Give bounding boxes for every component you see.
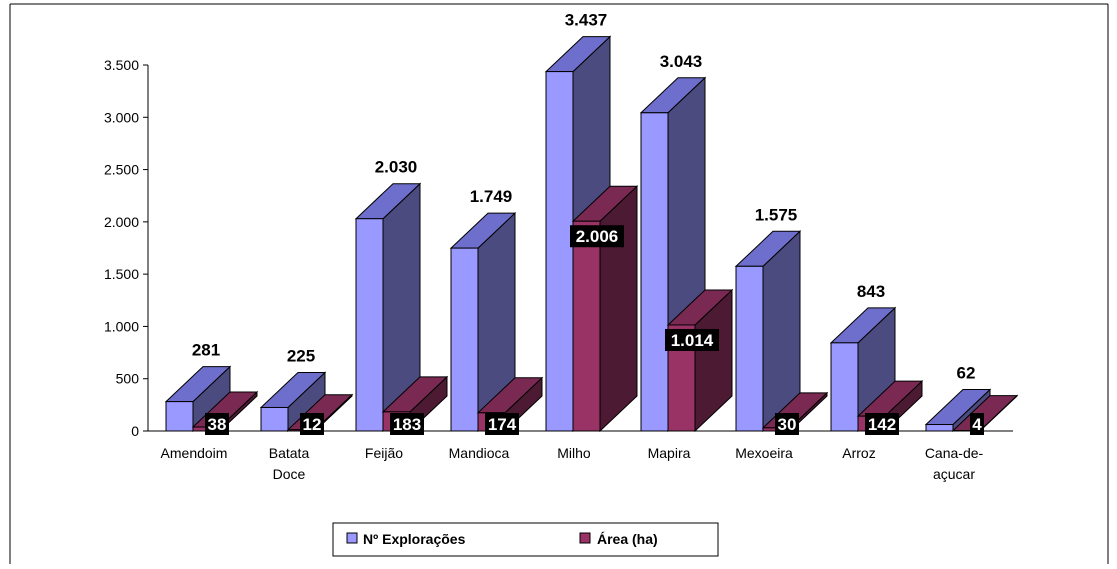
bar-exploracoes-front (546, 72, 573, 431)
data-label-area: 12 (303, 415, 322, 434)
bar-exploracoes-front (831, 343, 858, 431)
bar-exploracoes-front (926, 425, 953, 431)
data-label-exploracoes: 225 (287, 346, 315, 365)
data-label-area: 142 (868, 415, 896, 434)
data-label-exploracoes: 1.749 (470, 187, 513, 206)
bar-exploracoes-front (736, 266, 763, 431)
legend-swatch-area (580, 533, 590, 543)
y-tick-label: 2.500 (104, 162, 139, 178)
bar-exploracoes-front (166, 402, 193, 431)
legend-label-exploracoes: Nº Explorações (363, 531, 466, 547)
x-category-label: Arroz (842, 445, 875, 461)
y-tick-label: 1.500 (104, 266, 139, 282)
x-category-label: Mandioca (449, 445, 510, 461)
bar-exploracoes-front (451, 248, 478, 431)
x-category-label: Feijão (365, 445, 403, 461)
data-label-exploracoes: 2.030 (375, 158, 418, 177)
data-label-exploracoes: 3.437 (565, 11, 608, 30)
bar-exploracoes (736, 231, 800, 431)
data-label-area: 30 (778, 415, 797, 434)
bar-exploracoes-front (261, 407, 288, 431)
data-label-area: 38 (208, 415, 227, 434)
bar-exploracoes-front (356, 219, 383, 431)
bar-area-front (573, 221, 600, 431)
y-tick-label: 3.000 (104, 109, 139, 125)
bar-area-side (600, 186, 637, 431)
x-category-label: Mapira (648, 445, 691, 461)
x-category-label: Amendoim (161, 445, 228, 461)
data-label-area: 4 (972, 415, 982, 434)
data-label-exploracoes: 1.575 (755, 205, 798, 224)
y-tick-label: 2.000 (104, 214, 139, 230)
data-label-area: 174 (488, 415, 517, 434)
data-label-exploracoes: 3.043 (660, 52, 703, 71)
legend-label-area: Área (ha) (597, 531, 658, 547)
bar-exploracoes-front (641, 113, 668, 431)
bar-area (573, 186, 637, 431)
data-label-area: 1.014 (671, 331, 714, 350)
data-label-exploracoes: 843 (857, 282, 885, 301)
data-label-area: 2.006 (576, 227, 619, 246)
y-tick-label: 500 (116, 371, 140, 387)
data-label-area: 183 (393, 415, 421, 434)
y-tick-label: 0 (131, 423, 139, 439)
y-tick-label: 3.500 (104, 57, 139, 73)
y-tick-label: 1.000 (104, 318, 139, 334)
x-category-label: Mexoeira (735, 445, 793, 461)
legend-swatch-exploracoes (347, 533, 357, 543)
data-label-exploracoes: 281 (192, 341, 220, 360)
data-label-exploracoes: 62 (957, 364, 976, 383)
x-category-label: Cana-de-açucar (925, 445, 984, 482)
x-category-label: Milho (557, 445, 591, 461)
